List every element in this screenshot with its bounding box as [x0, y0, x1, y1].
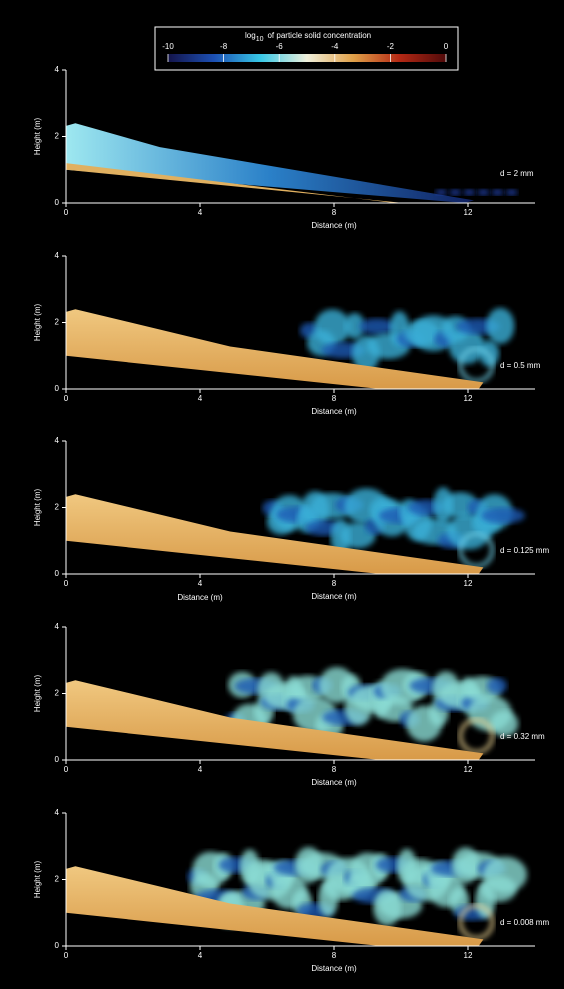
x-tick-label: 4: [198, 394, 203, 403]
x-axis-label: Distance (m): [311, 778, 357, 787]
y-axis-label: Height (m): [33, 303, 42, 341]
y-tick-label: 0: [55, 384, 60, 393]
current-body: [66, 123, 475, 203]
x-tick-label: 8: [332, 951, 337, 960]
y-axis-label: Height (m): [33, 488, 42, 526]
cloud: [435, 189, 448, 196]
colorbar: log10 of particle solid concentration: [154, 26, 459, 71]
x-axis-label: Distance (m): [311, 407, 357, 416]
cloud: [344, 312, 365, 339]
y-tick-label: 2: [55, 875, 60, 884]
panel: 0 4 8 12 0 2 4 Distance (m) Height (m) d = 0.5 mm: [33, 251, 540, 416]
x-tick-label: 0: [64, 951, 69, 960]
colorbar-title-rest: of particle solid concentration: [267, 31, 371, 40]
head-vortex: [458, 532, 495, 569]
y-tick-label: 2: [55, 689, 60, 698]
colorbar-tick-label: 0: [444, 42, 449, 51]
y-tick-label: 2: [55, 318, 60, 327]
y-axis-label: Height (m): [33, 860, 42, 898]
y-tick-label: 2: [55, 503, 60, 512]
head-vortex: [458, 904, 495, 941]
current-body: [66, 309, 484, 389]
colorbar-gradient: [168, 54, 446, 62]
x-tick-label: 4: [198, 951, 203, 960]
panel: 0 4 8 12 0 2 4 Distance (m) Height (m) d = 2 mm: [33, 65, 535, 230]
colorbar-tick-label: -6: [276, 42, 284, 51]
x-tick-label: 0: [64, 765, 69, 774]
x-axis-label: Distance (m): [311, 964, 357, 973]
cloud: [314, 309, 351, 346]
y-tick-label: 0: [55, 755, 60, 764]
cloud: [481, 507, 526, 524]
x-tick-label: 8: [332, 394, 337, 403]
annotation: d = 0.125 mm: [500, 546, 549, 555]
x-tick-label: 0: [64, 579, 69, 588]
x-tick-label: 8: [332, 579, 337, 588]
x-tick-label: 0: [64, 394, 69, 403]
y-tick-label: 4: [55, 65, 60, 74]
x-tick-label: 12: [464, 765, 473, 774]
cloud: [490, 710, 519, 737]
x-tick-label: 4: [198, 765, 203, 774]
cloud: [483, 856, 528, 893]
y-tick-label: 2: [55, 132, 60, 141]
colorbar-frame: [154, 26, 459, 71]
current-body: [66, 680, 484, 760]
cloud: [486, 307, 515, 344]
cloud: [491, 189, 504, 196]
colorbar-tick-label: -4: [331, 42, 339, 51]
y-tick-label: 0: [55, 941, 60, 950]
y-tick-label: 0: [55, 569, 60, 578]
y-tick-label: 0: [55, 198, 60, 207]
x-tick-label: 12: [464, 208, 473, 217]
x-tick-label: 8: [332, 765, 337, 774]
head-vortex: [458, 347, 495, 384]
current-body: [66, 866, 484, 946]
cloud: [463, 189, 476, 196]
annotation: d = 0.008 mm: [500, 918, 549, 927]
colorbar-title-sub: 10: [256, 36, 264, 43]
y-tick-label: 4: [55, 436, 60, 445]
current-body: [66, 494, 484, 574]
panel: 0 4 8 12 0 2 4 Distance (m) Height (m) d = 0.32 m…: [33, 622, 545, 787]
y-axis-label: Height (m): [33, 117, 42, 155]
panel: 0 4 8 12 0 2 4 Distance (m) Height (m) d = 0.125 …: [33, 436, 549, 602]
panel: 0 4 8 12 0 2 4 Distance (m) Height (m) d = 0.008 …: [33, 808, 549, 973]
colorbar-title-main: log: [245, 31, 256, 40]
cloud: [486, 677, 507, 694]
cloud: [477, 189, 490, 196]
cloud: [505, 189, 518, 196]
x-tick-label: 4: [198, 208, 203, 217]
x-axis-label: Distance (m): [311, 592, 357, 601]
x-axis-label-extra: Distance (m): [177, 593, 223, 602]
x-tick-label: 12: [464, 951, 473, 960]
x-axis-label: Distance (m): [311, 221, 357, 230]
x-tick-label: 0: [64, 208, 69, 217]
x-tick-label: 4: [198, 579, 203, 588]
y-tick-label: 4: [55, 622, 60, 631]
x-tick-label: 12: [464, 394, 473, 403]
cloud: [449, 189, 462, 196]
annotation: d = 2 mm: [500, 169, 534, 178]
cloud: [359, 318, 396, 335]
colorbar-title: log10 of particle solid concentration: [245, 31, 371, 43]
y-tick-label: 4: [55, 251, 60, 260]
y-tick-label: 4: [55, 808, 60, 817]
colorbar-tick-label: -8: [220, 42, 228, 51]
colorbar-tick-label: -10: [162, 42, 174, 51]
y-axis-label: Height (m): [33, 674, 42, 712]
annotation: d = 0.32 mm: [500, 732, 545, 741]
head-vortex: [458, 718, 495, 755]
cloud: [448, 327, 485, 364]
colorbar-tick-label: -2: [387, 42, 395, 51]
x-tick-label: 8: [332, 208, 337, 217]
x-tick-label: 12: [464, 579, 473, 588]
annotation: d = 0.5 mm: [500, 361, 541, 370]
